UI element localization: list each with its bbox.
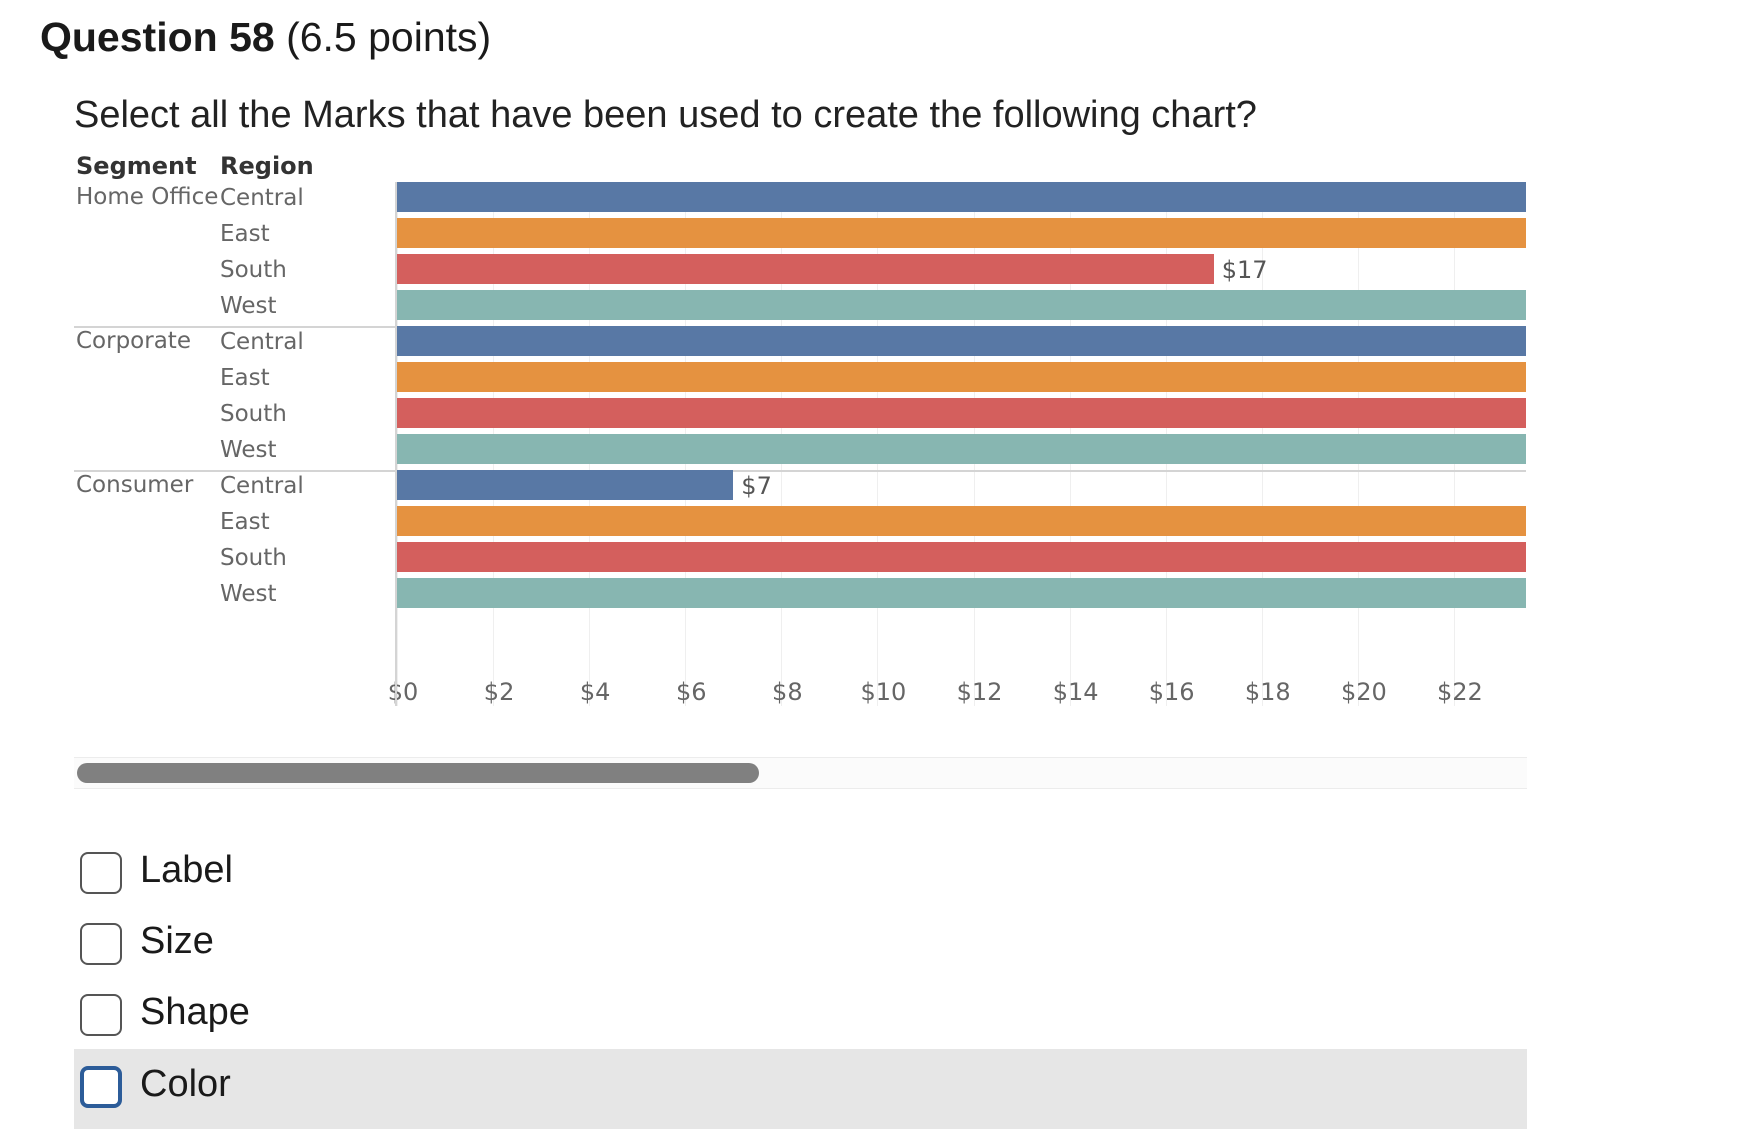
option-label[interactable]: Shape [140, 991, 250, 1033]
question-number: Question 58 [40, 14, 275, 60]
question-prompt: Select all the Marks that have been used… [74, 94, 1257, 136]
x-tick-label: $4 [579, 678, 611, 706]
x-tick-label: $22 [1437, 678, 1483, 706]
checkbox-color[interactable] [80, 1066, 122, 1108]
option-label[interactable]: Label [74, 835, 1527, 915]
region-label: South [220, 401, 287, 427]
bar-corporate-east [397, 362, 1526, 392]
option-label[interactable]: Size [140, 920, 214, 962]
option-shape[interactable]: Shape [74, 977, 1527, 1057]
segment-label: Home Office [76, 184, 219, 210]
bar-home-office-east [397, 218, 1526, 248]
checkbox-shape[interactable] [80, 994, 122, 1036]
checkbox-size[interactable] [80, 923, 122, 965]
x-tick-label: $0 [387, 678, 419, 706]
bar-consumer-west [397, 578, 1526, 608]
bar-home-office-central [397, 182, 1526, 212]
x-tick-label: $8 [772, 678, 803, 706]
bar-corporate-west [397, 434, 1526, 464]
region-label: East [220, 221, 270, 247]
option-size[interactable]: Size [74, 906, 1527, 986]
horizontal-scrollbar[interactable] [74, 757, 1527, 789]
bar-consumer-south [397, 542, 1526, 572]
segment-label: Corporate [76, 328, 191, 354]
option-label[interactable]: Label [140, 849, 233, 891]
option-color[interactable]: Color [74, 1049, 1527, 1129]
x-tick-label: $12 [956, 678, 1003, 706]
checkbox-label[interactable] [80, 852, 122, 894]
x-tick-label: $16 [1148, 678, 1195, 706]
region-label: East [220, 365, 270, 391]
bar-home-office-west [397, 290, 1526, 320]
x-tick-label: $14 [1052, 678, 1099, 706]
x-tick-label: $20 [1340, 678, 1387, 706]
region-label: West [220, 293, 277, 319]
bar-chart: Segment Region $0 $2 $4 $6 $8 $10 $12 $14 $16 $18… [74, 146, 1527, 792]
scrollbar-thumb[interactable] [77, 763, 759, 783]
y-axis-line [395, 182, 397, 706]
option-label[interactable]: Color [140, 1063, 231, 1105]
bar-value-label: $17 [1221, 256, 1268, 284]
region-label: West [220, 437, 277, 463]
region-label: Central [220, 329, 304, 355]
segment-label: Consumer [76, 472, 194, 498]
region-column-header: Region [220, 152, 314, 180]
region-label: South [220, 545, 287, 571]
question-points: (6.5 points) [286, 14, 492, 60]
segment-separator [74, 470, 1526, 472]
bar-consumer-east [397, 506, 1526, 536]
bar-corporate-central [397, 326, 1526, 356]
bar-home-office-south [397, 254, 1214, 284]
region-label: Central [220, 473, 304, 499]
question-header: Question 58 (6.5 points) [40, 14, 491, 61]
x-tick-label: $6 [675, 678, 707, 706]
bar-value-label: $7 [741, 472, 772, 500]
bar-corporate-south [397, 398, 1526, 428]
x-tick-label: $10 [860, 678, 907, 706]
region-label: Central [220, 185, 304, 211]
x-tick-label: $18 [1244, 678, 1291, 706]
region-label: West [220, 581, 277, 607]
bar-consumer-central [397, 470, 734, 500]
segment-column-header: Segment [76, 152, 197, 180]
x-tick-label: $2 [483, 678, 515, 706]
region-label: East [220, 509, 270, 535]
region-label: South [220, 257, 287, 283]
